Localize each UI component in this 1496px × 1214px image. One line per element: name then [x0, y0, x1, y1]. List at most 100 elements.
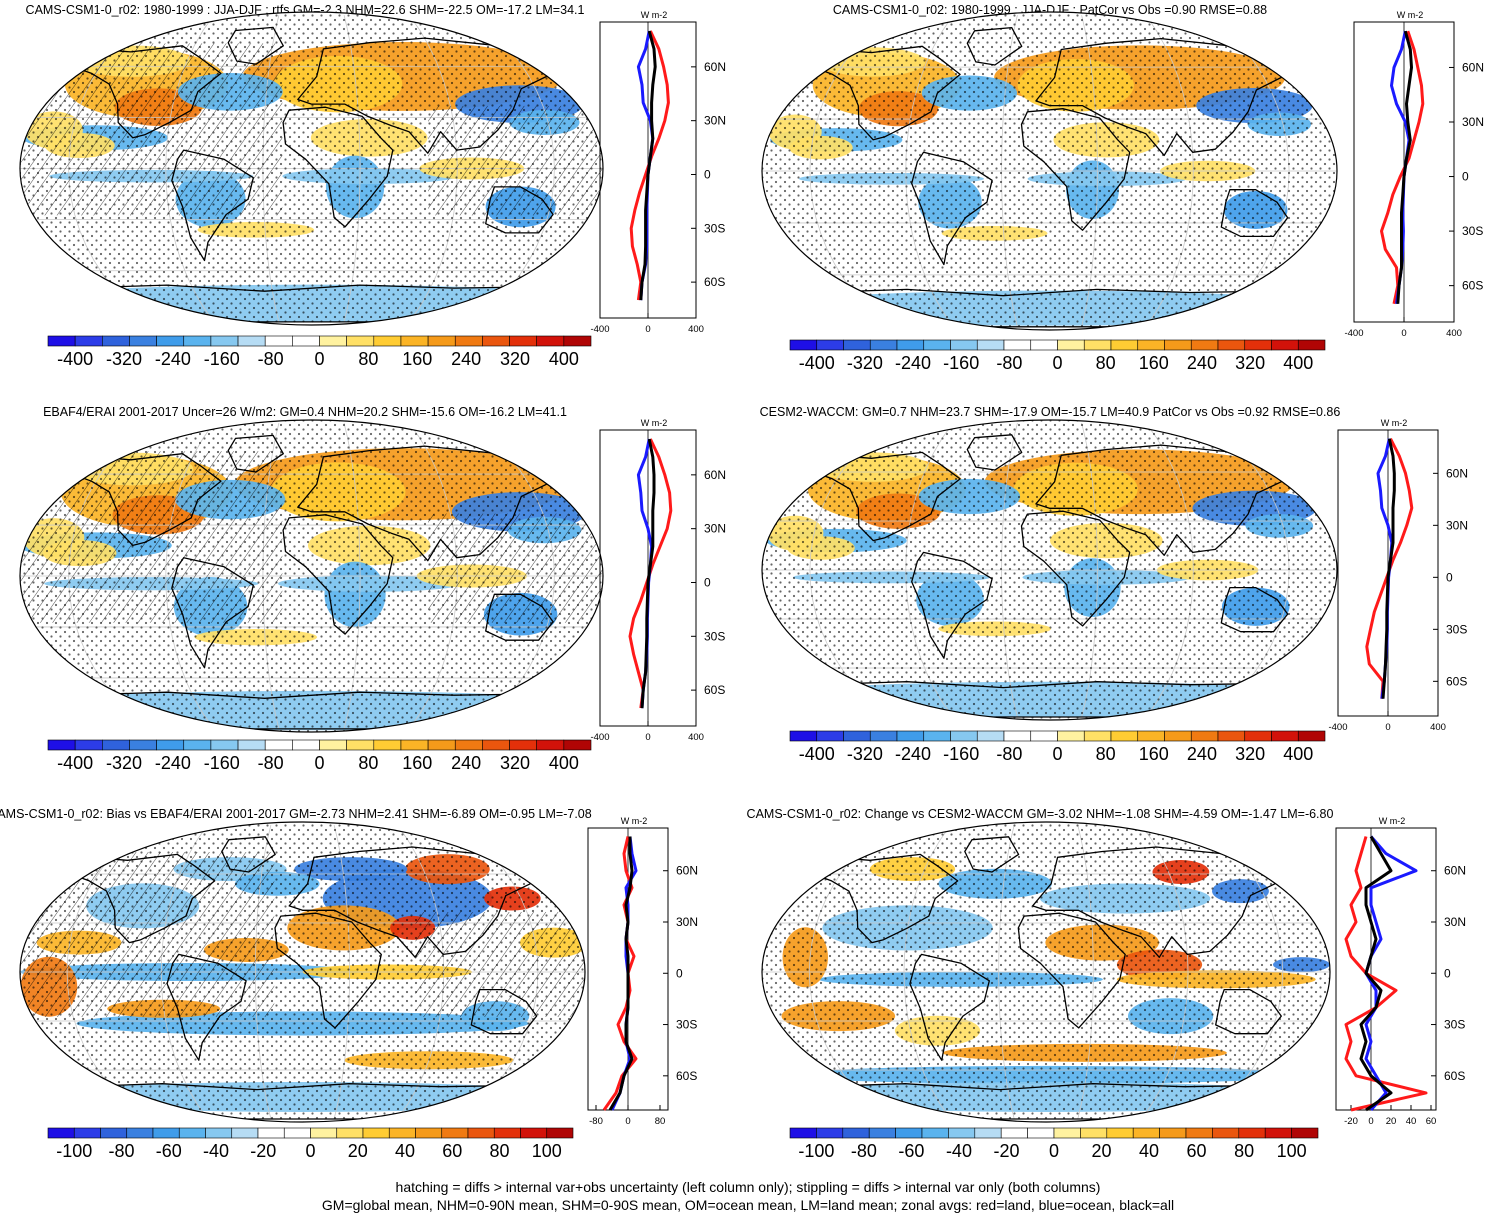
colorbar-swatch	[183, 739, 212, 751]
coastline-greenland	[966, 26, 1023, 66]
colorbar-swatch	[1217, 730, 1246, 742]
coastline-northAmerica	[815, 451, 961, 542]
profile-x-tick-label: 20	[1386, 1116, 1397, 1127]
coastline-northAmerica	[72, 853, 216, 944]
colorbar-swatch	[1217, 339, 1246, 351]
profile-unit-label: W m-2	[1379, 816, 1406, 826]
hatch-layer	[20, 451, 283, 623]
hatch-layer	[415, 912, 585, 1017]
profile-lat-label: 30N	[1444, 915, 1466, 929]
colorbar-tick-label: 40	[1139, 1141, 1159, 1161]
profile-ocean-curve	[1364, 835, 1418, 1111]
profile-lat-label: 30N	[1446, 518, 1468, 532]
colorbar-tick-label: -240	[895, 353, 931, 373]
colorbar-swatch	[362, 1127, 390, 1139]
colorbar-swatch	[129, 335, 157, 347]
colorbar-swatch	[563, 335, 592, 347]
profile-lat-label: 60S	[1462, 279, 1483, 293]
coastline-eurasia	[1031, 846, 1276, 958]
coastline-africa	[1020, 510, 1131, 627]
colorbar-swatch	[156, 335, 185, 347]
colorbar-swatch	[563, 739, 592, 751]
colorbar-tick-label: 240	[451, 753, 481, 773]
colorbar-tick-label: 0	[314, 349, 324, 369]
colorbar-tick-label: -40	[946, 1141, 972, 1161]
coastline-africa	[1020, 108, 1131, 231]
profile-x-tick-label: 0	[1401, 328, 1406, 339]
colorbar-tick-label: 80	[1096, 744, 1116, 764]
colorbar-swatch	[47, 739, 76, 751]
zonal-profile: W m-2 -80 0 80 60N 30N 0 30S 60S	[587, 816, 698, 1127]
profile-x-tick-label: 400	[1446, 328, 1462, 339]
colorbar-swatch	[388, 1127, 416, 1139]
coastline-southAmerica	[911, 151, 993, 266]
colorbar-tick-label: -400	[57, 753, 93, 773]
colorbar-tick-label: -80	[258, 349, 284, 369]
profile-lat-label: 0	[676, 966, 683, 980]
coastline-africa	[1017, 912, 1126, 1029]
map-border	[19, 419, 604, 733]
zonal-profile: W m-2 -400 0 400 60N 30N 0 30S 60S	[1328, 418, 1468, 733]
colorbar-swatch	[536, 335, 565, 347]
colorbar-swatch	[283, 1127, 311, 1139]
coastline-eurasia	[1035, 444, 1282, 556]
colorbar-swatch	[1164, 339, 1192, 351]
colorbar-tick-label: -100	[56, 1141, 92, 1161]
profile-x-tick-label: 80	[655, 1116, 666, 1127]
coastline-southAmerica	[171, 149, 254, 262]
colorbar-swatch	[237, 335, 266, 347]
colorbar-tick-label: -20	[250, 1141, 276, 1161]
colorbar-swatch	[336, 1127, 364, 1139]
colorbar-tick-label: 20	[1092, 1141, 1112, 1161]
panel-title: EBAF4/ERAI 2001-2017 Uncer=26 W/m2: GM=0…	[43, 405, 567, 419]
colorbar-tick-label: 240	[451, 349, 481, 369]
colorbar-tick-label: -400	[799, 353, 835, 373]
colorbar-tick-label: -160	[943, 744, 979, 764]
colorbar-tick-label: -80	[996, 353, 1022, 373]
map-area	[762, 12, 1337, 330]
coastline-eurasia	[297, 445, 548, 562]
profile-lat-label: 30N	[704, 114, 726, 128]
colorbar-tick-label: 0	[1052, 353, 1062, 373]
colorbar-swatch	[1238, 1127, 1266, 1139]
profile-lat-label: 60N	[676, 864, 698, 878]
colorbar-swatch	[482, 739, 510, 751]
zonal-profile: W m-2 -20 0 20 40 60 60N 30N 0 30S 60S	[1335, 816, 1466, 1127]
colorbar-swatch	[1057, 730, 1085, 742]
coastline-australia	[1220, 586, 1289, 633]
profile-lat-label: 0	[1446, 570, 1453, 584]
colorbar-tick-label: -80	[851, 1141, 877, 1161]
colorbar-tick-label: 100	[1277, 1141, 1307, 1161]
colorbar-swatch	[921, 1127, 949, 1139]
profile-x-tick-label: -400	[590, 732, 609, 743]
profile-lat-label: 30S	[1462, 224, 1483, 238]
colorbar-swatch	[509, 335, 537, 347]
caption-line-1: hatching = diffs > internal var+obs unce…	[395, 1179, 1101, 1195]
profile-frame	[1335, 827, 1437, 1111]
colorbar-tick-label: 240	[1187, 744, 1217, 764]
colorbar-swatch	[292, 739, 320, 751]
panel-title: CAMS-CSM1-0_r02: Bias vs EBAF4/ERAI 2001…	[0, 807, 592, 821]
colorbar-swatch	[1164, 730, 1192, 742]
colorbar-swatch	[976, 730, 1005, 742]
colorbar-tick-label: 40	[395, 1141, 415, 1161]
map-area	[762, 420, 1337, 720]
panel-title: CAMS-CSM1-0_r02: 1980-1999 : JJA-DJF : P…	[833, 3, 1267, 17]
colorbar-swatch	[100, 1127, 128, 1139]
colorbar-tick-label: -320	[106, 753, 142, 773]
profile-x-tick-label: -20	[1344, 1116, 1358, 1127]
colorbar-swatch	[47, 335, 76, 347]
colorbar-tick-label: 80	[489, 1141, 509, 1161]
map-border	[19, 821, 586, 1123]
colorbar-swatch	[1137, 339, 1165, 351]
colorbar-swatch	[546, 1127, 574, 1139]
colorbar-tick-label: 400	[549, 349, 579, 369]
colorbar-tick-label: 160	[402, 349, 432, 369]
coastline-eurasia	[297, 37, 548, 154]
profile-lat-label: 60S	[704, 683, 725, 697]
map-border	[761, 11, 1338, 331]
profile-x-tick-label: 0	[1368, 1116, 1373, 1127]
coastline-africa	[282, 514, 394, 635]
colorbar-tick-label: 0	[1052, 744, 1062, 764]
colorbar-swatch	[1297, 730, 1326, 742]
